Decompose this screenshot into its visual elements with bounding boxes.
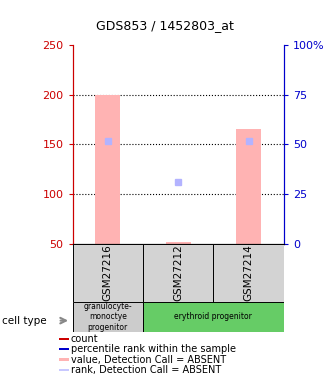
- Text: erythroid progenitor: erythroid progenitor: [175, 312, 252, 321]
- Bar: [143, 302, 284, 332]
- Text: rank, Detection Call = ABSENT: rank, Detection Call = ABSENT: [71, 365, 221, 375]
- Bar: [236, 129, 261, 244]
- Text: percentile rank within the sample: percentile rank within the sample: [71, 344, 236, 354]
- Text: value, Detection Call = ABSENT: value, Detection Call = ABSENT: [71, 354, 226, 364]
- Bar: [73, 302, 143, 332]
- Text: GSM27212: GSM27212: [173, 244, 183, 301]
- Bar: [59, 358, 69, 361]
- Text: GDS853 / 1452803_at: GDS853 / 1452803_at: [96, 19, 234, 32]
- Bar: [214, 244, 284, 302]
- Text: granulocyte-
monoctye
progenitor: granulocyte- monoctye progenitor: [83, 302, 132, 332]
- Bar: [73, 244, 143, 302]
- Text: cell type: cell type: [2, 316, 46, 326]
- Text: GSM27216: GSM27216: [103, 244, 113, 301]
- Bar: [59, 369, 69, 371]
- Bar: [95, 95, 120, 244]
- Text: count: count: [71, 334, 98, 344]
- Bar: [143, 244, 214, 302]
- Bar: [59, 348, 69, 351]
- Bar: [166, 242, 190, 244]
- Text: GSM27214: GSM27214: [244, 244, 253, 301]
- Bar: [59, 338, 69, 340]
